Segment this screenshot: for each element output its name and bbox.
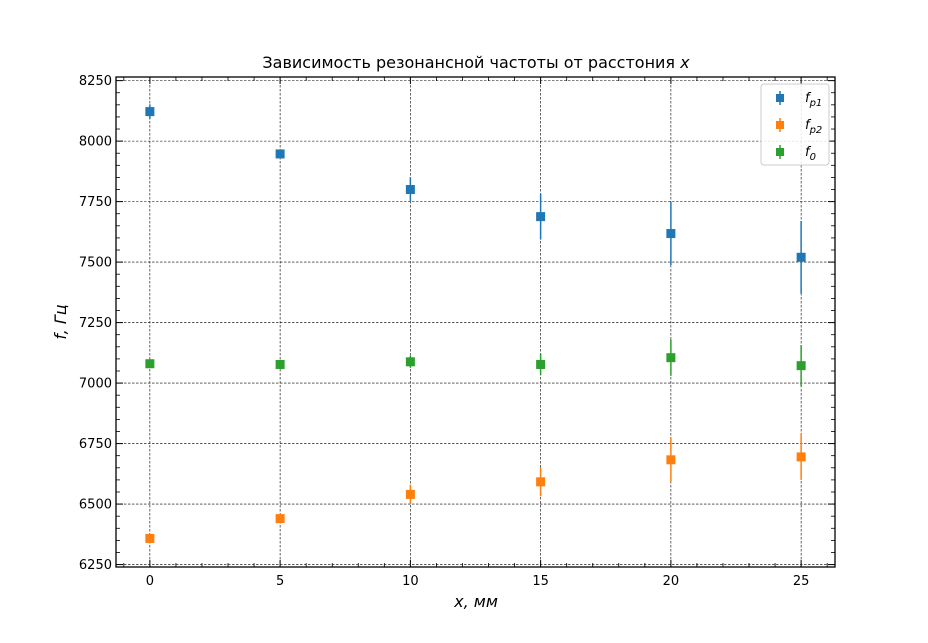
y-tick-label: 6250 (79, 558, 112, 573)
data-point (796, 452, 806, 462)
legend-item: fp1 (776, 91, 822, 109)
y-tick-label: 7250 (79, 316, 112, 331)
data-point (145, 359, 155, 369)
legend-label: f0 (805, 145, 816, 163)
series-layer (145, 104, 806, 543)
y-tick-label: 8000 (79, 135, 112, 150)
legend-label-main: f (805, 91, 812, 106)
ticks: 0 5 10 15 20 25 6250 6500 6750 7000 7250 7500 7750 80… (79, 74, 835, 589)
legend-box (760, 83, 830, 166)
legend-item: f0 (776, 145, 816, 163)
series-f-p1 (145, 104, 806, 294)
y-tick-label: 6750 (79, 437, 112, 452)
x-axis-label: x, мм (453, 592, 498, 611)
series-f-p2 (145, 433, 806, 543)
legend-label-sub: p2 (809, 125, 823, 136)
data-point (536, 359, 546, 369)
chart-title-var: x (679, 53, 690, 72)
legend-label-main: f (805, 118, 812, 133)
data-point (145, 107, 155, 117)
series-f-0 (145, 339, 806, 387)
y-axis-label-var: f (51, 332, 70, 340)
data-point (405, 357, 415, 367)
data-point (275, 514, 285, 524)
legend-label: fp2 (805, 118, 822, 136)
data-point (275, 359, 285, 369)
data-point (666, 229, 676, 239)
x-tick-label: 15 (532, 574, 549, 589)
plot-frame (115, 76, 836, 568)
data-point (145, 533, 155, 543)
legend-item: fp2 (776, 118, 822, 136)
x-tick-label: 25 (793, 574, 810, 589)
grid (116, 77, 835, 567)
y-tick-label: 7750 (79, 195, 112, 210)
data-point (405, 489, 415, 499)
chart-title-text: Зависимость резонансной частоты от расст… (262, 53, 680, 72)
data-point (666, 353, 676, 363)
y-tick-label: 7500 (79, 256, 112, 271)
legend-marker (776, 121, 784, 129)
x-axis-label-unit: , мм (464, 592, 498, 611)
x-axis-label-var: x (453, 592, 464, 611)
legend-label-sub: 0 (810, 152, 816, 163)
y-axis-label-unit: , Гц (51, 304, 70, 334)
data-point (796, 252, 806, 262)
chart-title: Зависимость резонансной частоты от расст… (262, 53, 690, 72)
x-tick-label: 10 (402, 574, 419, 589)
y-tick-label: 7000 (79, 377, 112, 392)
data-point (405, 185, 415, 195)
legend-marker (776, 148, 784, 156)
legend-label: fp1 (805, 91, 822, 109)
y-tick-label: 6500 (79, 498, 112, 513)
legend-marker (776, 94, 784, 102)
data-point (536, 477, 546, 487)
legend-label-main: f (805, 145, 812, 160)
data-point (536, 212, 546, 222)
y-tick-label: 8250 (79, 74, 112, 89)
data-point (666, 455, 676, 465)
data-point (275, 149, 285, 159)
legend-label-sub: p1 (809, 98, 823, 109)
x-tick-label: 0 (146, 574, 154, 589)
y-axis-label: f, Гц (51, 304, 70, 339)
x-tick-label: 20 (663, 574, 680, 589)
data-point (796, 361, 806, 371)
x-tick-label: 5 (276, 574, 284, 589)
